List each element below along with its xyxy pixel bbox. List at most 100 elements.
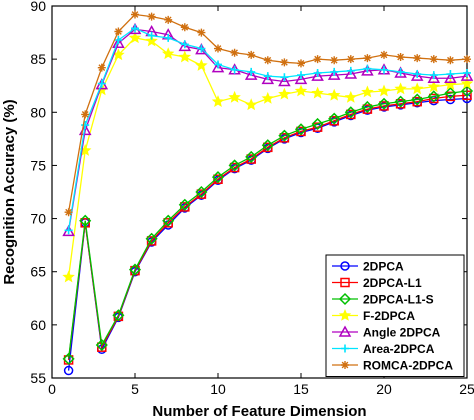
data-point-area-2dpca xyxy=(413,70,422,79)
data-point-2dpca-l1-s xyxy=(427,90,440,103)
legend-item-area-2dpca: Area-2DPCA xyxy=(332,342,435,356)
data-point-f-2dpca xyxy=(244,98,258,111)
data-point-area-2dpca xyxy=(313,68,322,77)
data-point-romca-2dpca xyxy=(164,15,173,24)
data-point-2dpca-l1-s xyxy=(328,112,341,125)
data-point-angle-2dpca xyxy=(178,39,192,52)
data-point-f-2dpca xyxy=(278,87,291,100)
data-point-angle-2dpca xyxy=(427,71,441,84)
data-point-2dpca-l1-s xyxy=(460,84,474,98)
data-point-romca-2dpca xyxy=(197,28,206,37)
data-point-angle-2dpca xyxy=(327,68,341,80)
legend: 2DPCA 2DPCA-L1 2DPCA-L1-S F-2DPCA Angle 2DPC… xyxy=(325,254,465,377)
data-point-f-2dpca xyxy=(394,82,407,95)
data-point-2dpca-l1 xyxy=(445,91,456,102)
data-point-romca-2dpca xyxy=(230,48,239,57)
data-point-2dpca-l1 xyxy=(196,189,207,199)
data-point-2dpca-l1-s xyxy=(112,309,125,322)
legend-marker xyxy=(338,325,352,337)
data-point-2dpca-l1-s xyxy=(128,263,142,276)
legend-label: F-2DPCA xyxy=(363,309,415,323)
data-point-2dpca-l1-s xyxy=(394,95,407,108)
data-point-romca-2dpca xyxy=(380,50,388,59)
data-point-area-2dpca xyxy=(363,64,372,73)
x-tick-label: 25 xyxy=(459,381,474,397)
y-tick-label: 55 xyxy=(30,370,46,386)
data-point-f-2dpca xyxy=(311,86,324,99)
data-point-area-2dpca xyxy=(164,33,173,42)
data-point-romca-2dpca xyxy=(180,23,189,32)
data-point-area-2dpca xyxy=(463,68,471,77)
y-tick-label: 60 xyxy=(30,317,46,333)
data-point-2dpca-l1-s xyxy=(278,129,291,142)
data-point-romca-2dpca xyxy=(429,55,438,64)
legend-label: ROMCA-2DPCA xyxy=(363,359,453,373)
data-point-2dpca-l1 xyxy=(213,174,223,184)
data-point-2dpca-l1-s xyxy=(178,198,191,211)
data-point-2dpca-l1 xyxy=(146,236,157,246)
x-tick-label: 5 xyxy=(131,381,139,397)
data-point-2dpca-l1 xyxy=(379,101,389,111)
data-point-2dpca-l1-s xyxy=(411,93,424,106)
data-point-area-2dpca xyxy=(97,79,106,88)
data-point-romca-2dpca xyxy=(313,55,322,64)
data-point-angle-2dpca xyxy=(211,61,225,73)
data-point-f-2dpca xyxy=(145,34,158,47)
data-point-angle-2dpca xyxy=(244,68,258,80)
data-point-2dpca-l1-s xyxy=(377,97,391,110)
data-point-f-2dpca xyxy=(410,82,424,95)
data-point-romca-2dpca xyxy=(396,53,405,62)
legend-item-romca-2dpca: ROMCA-2DPCA xyxy=(332,359,453,373)
data-point-romca-2dpca xyxy=(363,54,372,63)
y-tick-label: 80 xyxy=(30,104,46,120)
data-point-romca-2dpca xyxy=(463,55,471,64)
axes: 0 5 10 15 20 25 55 60 65 70 75 80 85 90 xyxy=(30,0,474,397)
y-tick-label: 85 xyxy=(30,51,46,67)
legend-marker xyxy=(338,292,352,306)
data-point-angle-2dpca xyxy=(311,69,324,81)
data-point-area-2dpca xyxy=(214,60,222,69)
legend-item-2dpca-l1: 2DPCA-L1 xyxy=(332,276,422,290)
data-point-area-2dpca xyxy=(197,44,206,53)
data-point-2dpca-l1-s xyxy=(145,232,158,245)
legend-marker xyxy=(340,277,350,288)
data-point-romca-2dpca xyxy=(147,12,156,21)
data-point-f-2dpca xyxy=(377,84,391,97)
x-tick-label: 20 xyxy=(376,381,392,397)
data-point-2dpca-l1-s xyxy=(294,123,308,136)
data-point-area-2dpca xyxy=(81,121,90,130)
legend-marker xyxy=(341,344,349,353)
data-point-romca-2dpca xyxy=(330,56,339,65)
data-point-2dpca-l1 xyxy=(429,93,439,104)
data-point-area-2dpca xyxy=(429,71,438,80)
data-point-f-2dpca xyxy=(62,270,75,283)
data-point-f-2dpca xyxy=(460,77,474,89)
data-point-area-2dpca xyxy=(263,72,272,81)
data-point-f-2dpca xyxy=(327,88,341,101)
data-point-2dpca xyxy=(63,365,74,376)
legend-label: 2DPCA-L1-S xyxy=(363,293,434,307)
data-point-area-2dpca xyxy=(280,73,289,82)
legend-label: 2DPCA xyxy=(363,260,404,274)
data-point-f-2dpca xyxy=(195,58,208,71)
data-point-2dpca-l1-s xyxy=(261,139,274,152)
data-point-2dpca-l1-s xyxy=(444,87,457,100)
data-point-2dpca-l1-s xyxy=(311,117,324,131)
data-point-2dpca-l1 xyxy=(329,116,339,126)
data-point-2dpca-l1-s xyxy=(162,214,175,227)
data-point-2dpca-l1 xyxy=(395,99,406,109)
data-point-area-2dpca xyxy=(446,70,455,79)
legend-item-f-2dpca: F-2DPCA xyxy=(332,308,415,323)
data-point-area-2dpca xyxy=(180,40,189,49)
legend-item-2dpca-l1-s: 2DPCA-L1-S xyxy=(332,293,434,307)
data-point-2dpca-l1-s xyxy=(361,100,374,114)
data-point-f-2dpca xyxy=(178,50,192,63)
series-2dpca-l1-s xyxy=(62,84,474,365)
data-point-angle-2dpca xyxy=(278,74,291,87)
data-point-romca-2dpca xyxy=(97,63,106,72)
data-point-romca-2dpca xyxy=(280,58,289,67)
series-area-2dpca xyxy=(64,24,471,235)
data-point-area-2dpca xyxy=(330,67,339,76)
legend-marker xyxy=(341,361,349,369)
data-point-2dpca-l1-s xyxy=(79,214,92,227)
